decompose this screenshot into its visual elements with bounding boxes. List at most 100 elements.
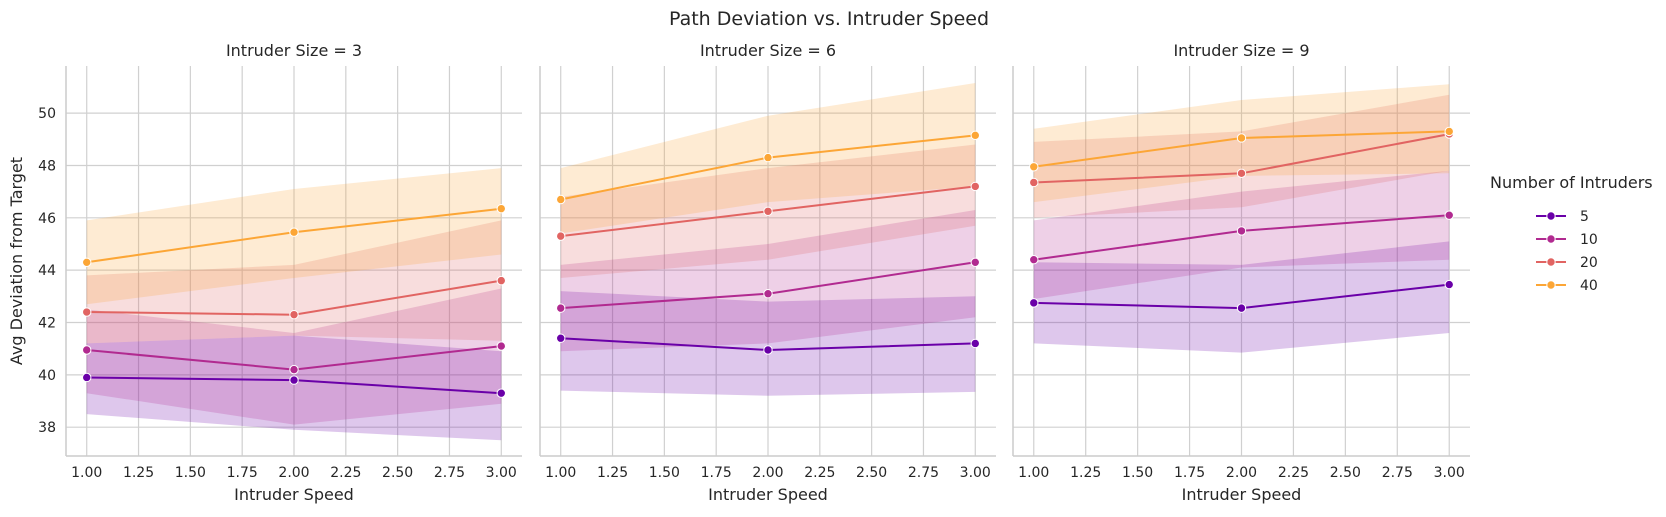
panels: 1.00 1.25 1.50 1.75 2.00 2.25 2.50 2.75 3.00 38 40… [7, 41, 1470, 504]
x-tick-label: 2.00 [752, 465, 783, 481]
data-point-40 [763, 152, 773, 163]
data-point-20 [1236, 168, 1247, 179]
x-tick-label: 1.25 [1070, 465, 1101, 481]
x-tick-label: 1.00 [1018, 465, 1049, 481]
x-tick-label: 2.75 [1382, 465, 1413, 481]
y-tick-label: 46 [38, 211, 56, 227]
x-tick-label: 1.25 [597, 465, 628, 481]
data-point-5 [1029, 298, 1039, 308]
data-point-40 [970, 130, 980, 141]
confidence-band-20 [1033, 94, 1450, 218]
data-point-10 [1444, 210, 1454, 220]
y-tick-label: 48 [38, 158, 56, 174]
data-point-5 [496, 388, 506, 398]
x-tick-label: 1.00 [71, 465, 102, 481]
data-point-40 [1029, 162, 1039, 172]
confidence-band-5 [86, 335, 502, 441]
y-tick-label: 50 [38, 106, 56, 122]
legend-title: Number of Intruders [1490, 173, 1653, 192]
data-point-10 [763, 289, 773, 299]
legend-marker [1546, 257, 1556, 267]
confidence-band-5 [560, 291, 976, 396]
data-point-40 [82, 257, 92, 268]
x-tick-label: 2.75 [908, 465, 939, 481]
data-point-5 [289, 375, 299, 385]
confidence-band-10 [560, 210, 976, 352]
y-tick-label: 44 [38, 263, 56, 279]
x-tick-label: 2.50 [1330, 465, 1361, 481]
data-point-10 [1029, 254, 1039, 265]
legend-marker [1546, 211, 1556, 221]
x-tick-label: 1.25 [123, 465, 154, 481]
x-tick-label: 2.00 [278, 465, 309, 481]
data-point-10 [970, 257, 980, 268]
legend-item-20: 20 [1536, 255, 1598, 271]
x-tick-label: 3.00 [1434, 465, 1465, 481]
panel-3: 1.00 1.25 1.50 1.75 2.00 2.25 2.50 2.75 3.00 Intr… [1012, 41, 1470, 504]
data-point-5 [1236, 303, 1247, 313]
data-point-20 [496, 275, 506, 286]
data-point-20 [1029, 177, 1039, 188]
x-tick-label: 2.25 [1278, 465, 1309, 481]
legend-item-5: 5 [1536, 209, 1589, 225]
data-point-20 [970, 181, 980, 192]
data-point-10 [556, 303, 566, 313]
x-axis-label: Intruder Speed [708, 485, 828, 504]
x-tick-label: 2.00 [1226, 465, 1257, 481]
data-point-40 [1444, 126, 1454, 137]
legend-marker [1546, 280, 1556, 290]
x-tick-label: 2.25 [330, 465, 361, 481]
y-tick-label: 42 [38, 316, 56, 332]
x-tick-label: 1.50 [649, 465, 680, 481]
data-point-40 [496, 203, 506, 214]
confidence-band-40 [1033, 84, 1450, 203]
y-tick-label: 40 [38, 368, 56, 384]
legend-label: 20 [1580, 255, 1598, 271]
legend-item-40: 40 [1536, 278, 1598, 294]
data-point-10 [496, 341, 506, 351]
data-point-5 [763, 345, 773, 355]
figure-title: Path Deviation vs. Intruder Speed [669, 8, 989, 30]
x-tick-label: 1.75 [701, 465, 732, 481]
x-tick-label: 3.00 [960, 465, 991, 481]
data-point-5 [1444, 279, 1454, 290]
data-point-40 [1236, 133, 1247, 143]
legend-label: 10 [1580, 232, 1598, 248]
data-point-10 [82, 345, 92, 355]
panel-title: Intruder Size = 9 [1173, 41, 1309, 60]
data-point-20 [82, 307, 92, 317]
y-axis-label: Avg Deviation from Target [7, 157, 26, 365]
data-point-5 [556, 333, 566, 343]
x-tick-label: 2.75 [434, 465, 465, 481]
data-point-40 [556, 194, 566, 205]
legend-label: 40 [1580, 278, 1598, 294]
legend: Number of Intruders 5 10 20 40 [1490, 173, 1653, 294]
x-tick-label: 2.50 [856, 465, 887, 481]
x-axis-label: Intruder Speed [234, 485, 354, 504]
legend-item-10: 10 [1536, 232, 1598, 248]
confidence-band-10 [86, 288, 502, 425]
panel-2: 1.00 1.25 1.50 1.75 2.00 2.25 2.50 2.75 3.00 Intr… [539, 41, 996, 504]
x-tick-label: 1.50 [175, 465, 206, 481]
x-tick-label: 2.25 [804, 465, 835, 481]
data-point-5 [82, 372, 92, 383]
x-tick-label: 1.75 [227, 465, 258, 481]
x-tick-label: 2.50 [382, 465, 413, 481]
panel-title: Intruder Size = 6 [700, 41, 836, 60]
data-point-40 [289, 227, 299, 237]
data-point-5 [970, 338, 980, 349]
data-point-10 [289, 364, 299, 375]
x-tick-label: 1.00 [545, 465, 576, 481]
legend-label: 5 [1580, 209, 1589, 225]
legend-marker [1546, 234, 1556, 244]
confidence-band-5 [1033, 241, 1450, 353]
panel-1: 1.00 1.25 1.50 1.75 2.00 2.25 2.50 2.75 3.00 38 40… [7, 41, 522, 504]
panel-title: Intruder Size = 3 [226, 41, 362, 60]
data-point-10 [1236, 226, 1247, 236]
y-tick-label: 38 [38, 420, 56, 436]
x-axis-label: Intruder Speed [1182, 485, 1302, 504]
data-point-20 [289, 309, 299, 320]
data-point-20 [763, 206, 773, 216]
x-tick-label: 1.50 [1122, 465, 1153, 481]
